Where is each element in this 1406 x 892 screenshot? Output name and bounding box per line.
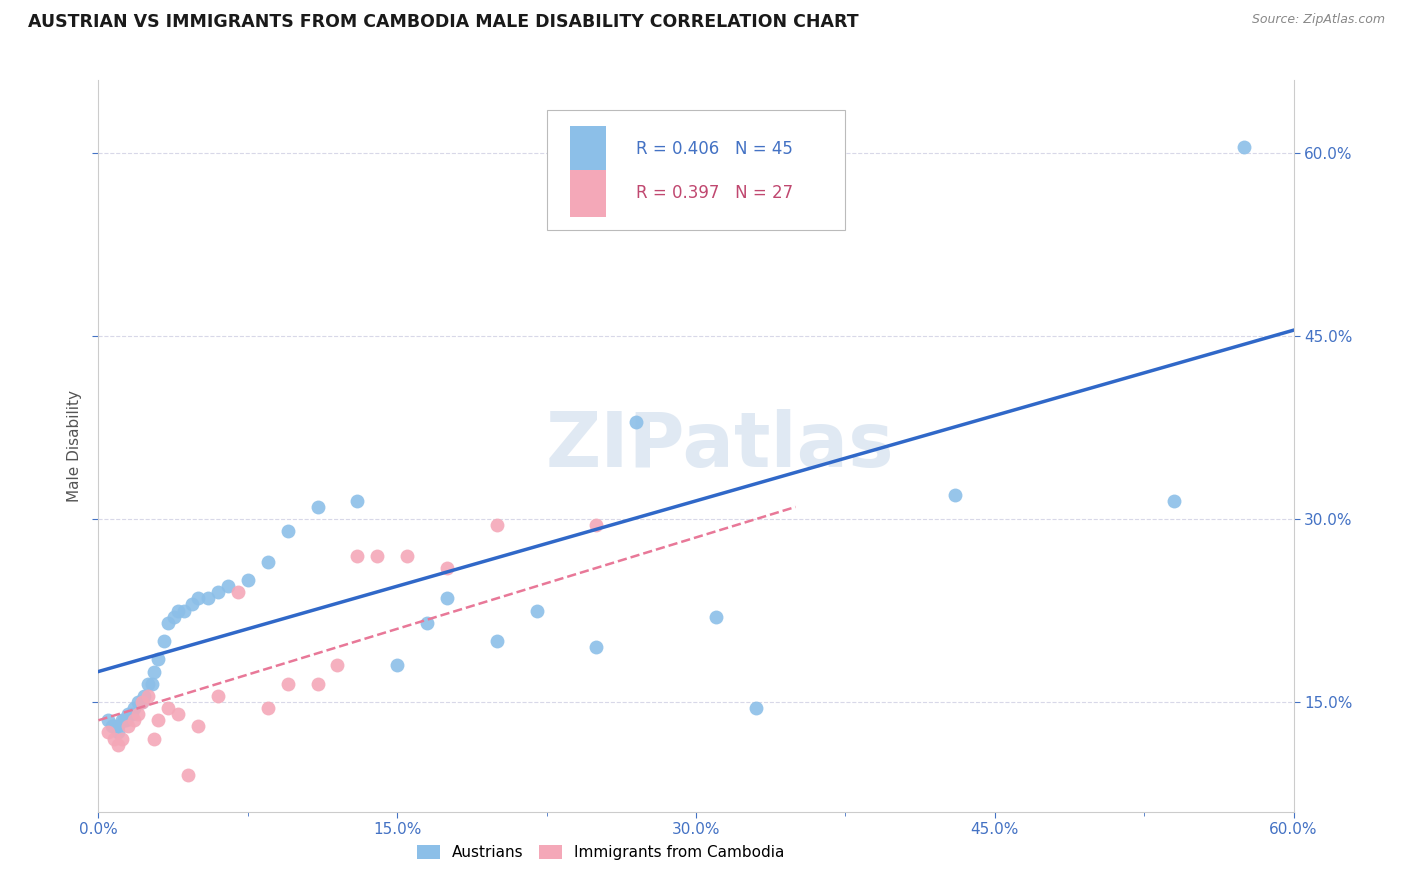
Point bbox=[366, 549, 388, 563]
Point bbox=[107, 725, 129, 739]
Point bbox=[97, 714, 120, 728]
Point bbox=[396, 549, 419, 563]
Point bbox=[1233, 140, 1256, 154]
Y-axis label: Male Disability: Male Disability bbox=[66, 390, 82, 502]
Point bbox=[111, 731, 134, 746]
Point bbox=[117, 707, 139, 722]
Point bbox=[111, 714, 134, 728]
Point bbox=[107, 738, 129, 752]
Text: R = 0.397   N = 27: R = 0.397 N = 27 bbox=[637, 185, 793, 202]
Text: ZIPatlas: ZIPatlas bbox=[546, 409, 894, 483]
Point bbox=[124, 701, 146, 715]
Point bbox=[143, 731, 166, 746]
Text: R = 0.406   N = 45: R = 0.406 N = 45 bbox=[637, 140, 793, 159]
Point bbox=[585, 518, 607, 533]
Point bbox=[177, 768, 200, 782]
Point bbox=[207, 689, 229, 703]
Point bbox=[416, 615, 439, 630]
FancyBboxPatch shape bbox=[547, 110, 845, 230]
Point bbox=[112, 714, 135, 728]
Text: Source: ZipAtlas.com: Source: ZipAtlas.com bbox=[1251, 13, 1385, 27]
Point bbox=[136, 689, 159, 703]
Point bbox=[148, 714, 170, 728]
Text: AUSTRIAN VS IMMIGRANTS FROM CAMBODIA MALE DISABILITY CORRELATION CHART: AUSTRIAN VS IMMIGRANTS FROM CAMBODIA MAL… bbox=[28, 13, 859, 31]
Point bbox=[436, 561, 458, 575]
Point bbox=[526, 603, 548, 617]
Point bbox=[346, 549, 368, 563]
Point bbox=[436, 591, 458, 606]
Point bbox=[207, 585, 229, 599]
Point bbox=[148, 652, 170, 666]
Point bbox=[181, 598, 204, 612]
Point bbox=[157, 701, 180, 715]
Point bbox=[197, 591, 219, 606]
Point bbox=[326, 658, 349, 673]
Point bbox=[346, 494, 368, 508]
Point bbox=[217, 579, 239, 593]
Point bbox=[1163, 494, 1185, 508]
Point bbox=[585, 640, 607, 655]
Point bbox=[157, 615, 180, 630]
Point bbox=[385, 658, 409, 673]
Point bbox=[97, 725, 120, 739]
Point bbox=[236, 573, 259, 587]
Point bbox=[626, 415, 648, 429]
Point bbox=[277, 676, 299, 690]
Point bbox=[103, 719, 125, 733]
Point bbox=[153, 634, 176, 648]
Point bbox=[485, 518, 508, 533]
Point bbox=[943, 488, 966, 502]
Point bbox=[187, 719, 209, 733]
Point bbox=[101, 719, 124, 733]
Point bbox=[115, 714, 138, 728]
Point bbox=[256, 555, 278, 569]
Point bbox=[167, 603, 190, 617]
Point bbox=[117, 719, 139, 733]
Point bbox=[307, 500, 329, 514]
Point bbox=[131, 695, 153, 709]
Point bbox=[143, 665, 166, 679]
Point bbox=[107, 719, 129, 733]
Point bbox=[124, 714, 146, 728]
Point bbox=[127, 695, 149, 709]
Point bbox=[485, 634, 508, 648]
FancyBboxPatch shape bbox=[571, 169, 606, 217]
Point bbox=[141, 676, 163, 690]
Legend: Austrians, Immigrants from Cambodia: Austrians, Immigrants from Cambodia bbox=[411, 838, 790, 866]
Point bbox=[131, 695, 153, 709]
Point bbox=[136, 676, 159, 690]
Point bbox=[745, 701, 768, 715]
Point bbox=[173, 603, 195, 617]
Point bbox=[134, 689, 156, 703]
Point bbox=[103, 731, 125, 746]
Point bbox=[256, 701, 278, 715]
Point bbox=[121, 707, 143, 722]
Point bbox=[277, 524, 299, 539]
Point bbox=[163, 609, 186, 624]
Point bbox=[307, 676, 329, 690]
Point bbox=[187, 591, 209, 606]
Point bbox=[704, 609, 727, 624]
FancyBboxPatch shape bbox=[571, 126, 606, 173]
Point bbox=[226, 585, 249, 599]
Point bbox=[127, 707, 149, 722]
Point bbox=[167, 707, 190, 722]
